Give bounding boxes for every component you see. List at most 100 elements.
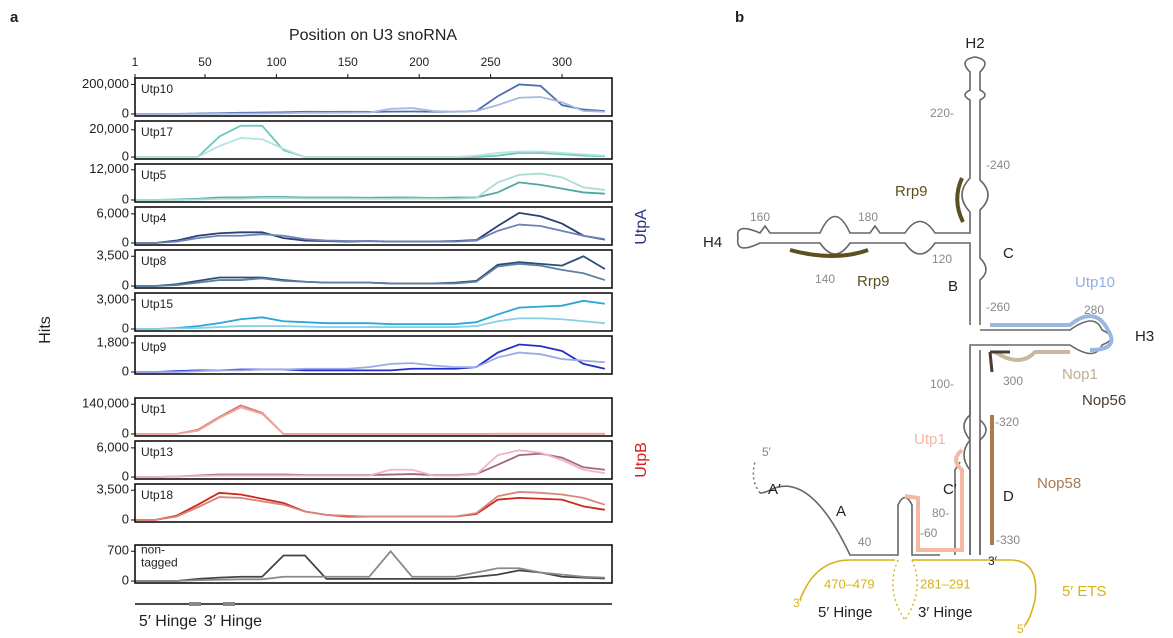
x-tick-label: 100 bbox=[266, 55, 286, 69]
diagram-label: D bbox=[1003, 488, 1014, 505]
y-tick-label: 3,000 bbox=[96, 291, 129, 306]
diagram-label: -240 bbox=[986, 158, 1010, 172]
panel-label: a bbox=[10, 9, 19, 26]
panel-frame bbox=[134, 397, 613, 437]
diagram-label: 120 bbox=[932, 252, 952, 266]
panel-frame bbox=[134, 544, 613, 584]
y-tick-label: 0 bbox=[122, 511, 129, 526]
y-tick-label: 0 bbox=[122, 148, 129, 163]
y-tick-label: 20,000 bbox=[89, 121, 129, 136]
nop56-site bbox=[988, 350, 1010, 373]
diagram-label: Nop1 bbox=[1062, 366, 1098, 383]
y-tick-label: 3,500 bbox=[96, 248, 129, 263]
diagram-label: Rrp9 bbox=[895, 183, 928, 200]
diagram-label: 3′ bbox=[988, 554, 998, 568]
y-tick-label: 6,000 bbox=[96, 439, 129, 454]
nop1-site bbox=[993, 350, 1070, 362]
hinge-mark bbox=[189, 602, 201, 606]
y-tick-label: 0 bbox=[122, 468, 129, 483]
y-tick-label: 0 bbox=[122, 320, 129, 335]
y-tick-label: 0 bbox=[122, 191, 129, 206]
y-tick-label: 0 bbox=[122, 572, 129, 587]
series-line bbox=[135, 404, 605, 435]
y-tick-label: 3,500 bbox=[96, 482, 129, 497]
y-tick-label: 0 bbox=[122, 277, 129, 292]
series-line bbox=[135, 299, 605, 330]
panel-frame bbox=[134, 249, 613, 289]
panel-title: Utp10 bbox=[141, 82, 173, 96]
diagram-label: 180 bbox=[858, 210, 878, 224]
series-line bbox=[135, 223, 606, 244]
y-tick-label: 1,800 bbox=[96, 334, 129, 349]
panel-title: Utp13 bbox=[141, 445, 173, 459]
panel-title: Utp15 bbox=[141, 297, 173, 311]
panel-frame bbox=[134, 120, 613, 160]
diagram-label: B bbox=[948, 278, 958, 295]
diagram-label: 3′ bbox=[793, 596, 803, 610]
group-label: UtpB bbox=[633, 442, 650, 478]
panel-frame bbox=[134, 292, 613, 332]
diagram-label: 5′ ETS bbox=[1062, 583, 1107, 600]
x-axis-title: Position on U3 snoRNA bbox=[289, 27, 457, 44]
rrp9-site bbox=[789, 248, 869, 258]
x-tick-label: 150 bbox=[338, 55, 358, 69]
ets-dotted bbox=[892, 559, 918, 621]
series-line bbox=[135, 491, 606, 521]
series-line bbox=[135, 181, 605, 201]
panel-frame bbox=[134, 440, 613, 480]
panel-title: Utp5 bbox=[141, 168, 167, 182]
diagram-label: -60 bbox=[920, 526, 938, 540]
diagram-label: 300 bbox=[1003, 374, 1023, 388]
diagram-label: A bbox=[836, 503, 846, 520]
panel-frame bbox=[134, 163, 613, 203]
x-tick-label: 250 bbox=[481, 55, 501, 69]
panel-frame bbox=[134, 483, 613, 523]
y-tick-label: 0 bbox=[122, 425, 129, 440]
x-tick-label: 300 bbox=[552, 55, 572, 69]
series-line bbox=[135, 83, 605, 115]
diagram-label: 280 bbox=[1084, 303, 1104, 317]
diagram-label: 470–479 bbox=[824, 576, 875, 591]
series-line bbox=[135, 172, 605, 201]
diagram-label: 100- bbox=[930, 377, 954, 391]
panel-title: Utp18 bbox=[141, 488, 173, 502]
y-tick-label: 200,000 bbox=[82, 76, 129, 91]
y-tick-label: 6,000 bbox=[96, 205, 129, 220]
panel-title: Utp9 bbox=[141, 340, 167, 354]
diagram-label: C′ bbox=[943, 481, 957, 498]
y-tick-label: 0 bbox=[122, 234, 129, 249]
hinge-label: 3′ Hinge bbox=[204, 613, 262, 630]
y-tick-label: 0 bbox=[122, 105, 129, 120]
series-line bbox=[135, 317, 605, 330]
x-tick-label: 50 bbox=[198, 55, 212, 69]
diagram-label: Rrp9 bbox=[857, 273, 890, 290]
diagram-label: -320 bbox=[995, 415, 1019, 429]
diagram-label: H3 bbox=[1135, 328, 1154, 345]
diagram-label: 80- bbox=[932, 506, 949, 520]
diagram-label: -260 bbox=[986, 300, 1010, 314]
ets-strand bbox=[799, 559, 1037, 626]
diagram-label: -330 bbox=[996, 533, 1020, 547]
y-tick-label: 700 bbox=[107, 543, 129, 558]
series-line bbox=[135, 449, 606, 478]
rrp9-site bbox=[955, 177, 965, 223]
series-line bbox=[135, 137, 605, 158]
series-line bbox=[135, 262, 606, 287]
rna-dotted bbox=[752, 461, 761, 494]
diagram-label: H2 bbox=[965, 35, 984, 52]
diagram-label: Nop56 bbox=[1082, 392, 1126, 409]
diagram-label: 40 bbox=[858, 535, 872, 549]
y-tick-label: 0 bbox=[122, 363, 129, 378]
rna-diagram: H2 220- -240 Rrp9 160 180 H4 140 Rrp9 12… bbox=[703, 35, 1154, 636]
series-line bbox=[135, 406, 605, 435]
y-tick-label: 140,000 bbox=[82, 396, 129, 411]
x-tick-label: 200 bbox=[409, 55, 429, 69]
diagram-label: 5′ bbox=[1017, 622, 1027, 636]
panel-frame bbox=[134, 335, 613, 375]
diagram-label: 160 bbox=[750, 210, 770, 224]
panel-frame bbox=[134, 77, 613, 117]
diagram-label: 140 bbox=[815, 272, 835, 286]
diagram-label: 5′ bbox=[762, 445, 772, 459]
series-line bbox=[135, 351, 605, 373]
